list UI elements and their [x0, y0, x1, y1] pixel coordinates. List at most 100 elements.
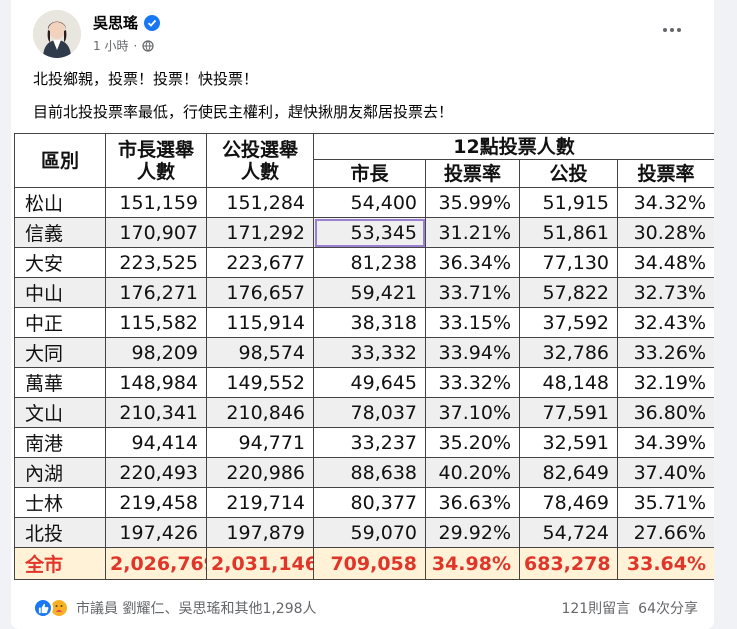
mayor-count-cell: 59,070: [313, 517, 426, 548]
referendum-voters-cell: 94,771: [206, 427, 314, 458]
district-cell: 松山: [14, 187, 106, 218]
mayor-voters-cell: 210,341: [105, 397, 207, 428]
total-mayor-count-cell: 709,058: [313, 547, 426, 580]
header-district: 區別: [14, 133, 106, 188]
district-cell: 內湖: [14, 457, 106, 488]
mayor-rate-cell: 37.10%: [425, 397, 520, 428]
header-mayor-rate: 投票率: [425, 159, 520, 188]
referendum-count-cell: 32,591: [519, 427, 618, 458]
mayor-count-cell: 33,237: [313, 427, 426, 458]
referendum-count-cell: 57,822: [519, 277, 618, 308]
district-cell: 中山: [14, 277, 106, 308]
post-footer: 市議員 劉耀仁、吳思瑤和其他1,298人 121則留言 64次分享: [11, 588, 714, 629]
table-body: 松山 151,159 151,284 54,400 35.99% 51,915 34.32%…: [14, 187, 714, 580]
table-row: 內湖 220,493 220,986 88,638 40.20% 82,649 37.40%: [14, 457, 714, 488]
mayor-rate-cell: 35.99%: [425, 187, 520, 218]
mayor-voters-cell: 115,582: [105, 307, 207, 338]
post-image-table[interactable]: 區別 市長選舉 人數 公投選舉 人數 12點投票人數 市長 投票率 公投 投票率…: [14, 133, 714, 581]
referendum-voters-cell: 197,879: [206, 517, 314, 548]
table-row: 信義 170,907 171,292 53,345 31.21% 51,861 30.28%: [14, 217, 714, 248]
table-total-row: 全市 2,026,769 2,031,146 709,058 34.98% 683,278…: [14, 547, 714, 580]
mayor-voters-cell: 94,414: [105, 427, 207, 458]
mayor-voters-cell: 220,493: [105, 457, 207, 488]
table-row: 中正 115,582 115,914 38,318 33.15% 37,592 32.43%: [14, 307, 714, 338]
mayor-rate-cell: 40.20%: [425, 457, 520, 488]
mayor-count-cell: 38,318: [313, 307, 426, 338]
voter-turnout-table: 區別 市長選舉 人數 公投選舉 人數 12點投票人數 市長 投票率 公投 投票率…: [14, 133, 714, 580]
referendum-voters-cell: 220,986: [206, 457, 314, 488]
mayor-count-cell: 80,377: [313, 487, 426, 518]
referendum-voters-cell: 223,677: [206, 247, 314, 278]
referendum-rate-cell: 34.39%: [616, 427, 714, 458]
mayor-rate-cell: 36.63%: [425, 487, 520, 518]
post-text-line-1: 北投鄉親，投票！投票！快投票！: [33, 70, 259, 88]
table-row: 大同 98,209 98,574 33,332 33.94% 32,786 33.26%: [14, 337, 714, 368]
referendum-voters-cell: 98,574: [206, 337, 314, 368]
author-name[interactable]: 吳思瑤: [93, 14, 139, 32]
comments-count[interactable]: 121則留言: [561, 601, 631, 617]
mayor-voters-cell: 151,159: [105, 187, 207, 218]
mayor-rate-cell: 33.71%: [425, 277, 520, 308]
post-time[interactable]: 1 小時: [93, 39, 129, 53]
table-row: 松山 151,159 151,284 54,400 35.99% 51,915 34.32%: [14, 187, 714, 218]
referendum-voters-cell: 176,657: [206, 277, 314, 308]
district-cell: 文山: [14, 397, 106, 428]
mayor-voters-cell: 176,271: [105, 277, 207, 308]
globe-icon: [142, 39, 154, 52]
mayor-rate-cell: 29.92%: [425, 517, 520, 548]
mayor-rate-cell: 31.21%: [425, 217, 520, 248]
reactions-text: 市議員 劉耀仁、吳思瑤和其他1,298人: [76, 601, 317, 617]
referendum-count-cell: 54,724: [519, 517, 618, 548]
referendum-rate-cell: 36.80%: [616, 397, 714, 428]
mayor-count-cell: 78,037: [313, 397, 426, 428]
reactions-summary[interactable]: 市議員 劉耀仁、吳思瑤和其他1,298人: [33, 598, 317, 618]
mayor-rate-cell: 33.94%: [425, 337, 520, 368]
referendum-count-cell: 82,649: [519, 457, 618, 488]
referendum-voters-cell: 171,292: [206, 217, 314, 248]
referendum-count-cell: 51,915: [519, 187, 618, 218]
mayor-voters-cell: 170,907: [105, 217, 207, 248]
referendum-rate-cell: 34.32%: [616, 187, 714, 218]
table-row: 南港 94,414 94,771 33,237 35.20% 32,591 34.39%: [14, 427, 714, 458]
mayor-voters-cell: 197,426: [105, 517, 207, 548]
district-cell: 北投: [14, 517, 106, 548]
referendum-rate-cell: 32.19%: [616, 367, 714, 398]
district-cell: 大同: [14, 337, 106, 368]
mayor-voters-cell: 98,209: [105, 337, 207, 368]
referendum-count-cell: 48,148: [519, 367, 618, 398]
district-cell: 萬華: [14, 367, 106, 398]
district-cell: 中正: [14, 307, 106, 338]
referendum-voters-cell: 115,914: [206, 307, 314, 338]
mayor-count-cell: 53,345: [313, 217, 426, 248]
referendum-count-cell: 77,130: [519, 247, 618, 278]
referendum-rate-cell: 32.73%: [616, 277, 714, 308]
mayor-count-cell: 59,421: [313, 277, 426, 308]
table-row: 大安 223,525 223,677 81,238 36.34% 77,130 34.48%: [14, 247, 714, 278]
more-options-icon[interactable]: [658, 20, 686, 40]
header-mayor: 市長: [313, 159, 426, 188]
mayor-count-cell: 49,645: [313, 367, 426, 398]
mayor-count-cell: 33,332: [313, 337, 426, 368]
total-referendum-count-cell: 683,278: [519, 547, 618, 580]
district-cell: 南港: [14, 427, 106, 458]
engagement-counts: 121則留言 64次分享: [561, 598, 698, 618]
shares-count[interactable]: 64次分享: [638, 601, 698, 617]
mayor-rate-cell: 33.15%: [425, 307, 520, 338]
referendum-voters-cell: 210,846: [206, 397, 314, 428]
meta-separator: ·: [133, 38, 138, 53]
district-cell: 信義: [14, 217, 106, 248]
referendum-count-cell: 78,469: [519, 487, 618, 518]
mayor-count-cell: 54,400: [313, 187, 426, 218]
referendum-rate-cell: 30.28%: [616, 217, 714, 248]
like-reaction-icon: [33, 598, 53, 618]
header-referendum-rate: 投票率: [616, 159, 714, 188]
total-district-cell: 全市: [14, 547, 106, 580]
referendum-rate-cell: 35.71%: [616, 487, 714, 518]
author-name-row: 吳思瑤: [93, 12, 161, 33]
post-text-line-2: 目前北投投票率最低，行使民主權利，趕快揪朋友鄰居投票去！: [33, 103, 454, 121]
table-row: 文山 210,341 210,846 78,037 37.10% 77,591 36.80%: [14, 397, 714, 428]
table-row: 萬華 148,984 149,552 49,645 33.32% 48,148 32.19%: [14, 367, 714, 398]
avatar[interactable]: [33, 10, 81, 58]
district-cell: 大安: [14, 247, 106, 278]
referendum-rate-cell: 37.40%: [616, 457, 714, 488]
